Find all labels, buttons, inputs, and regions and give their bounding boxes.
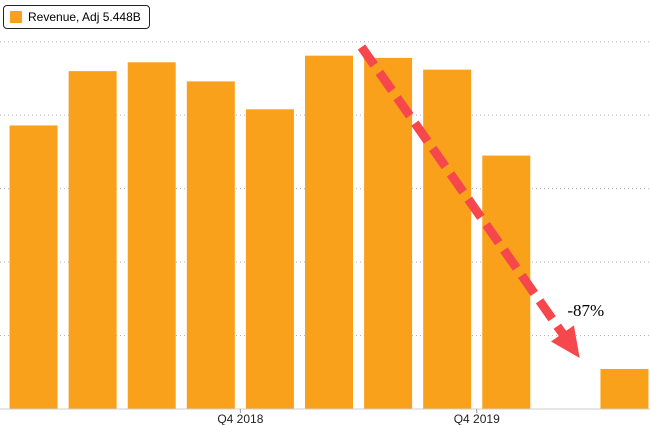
bar-q2-2019 xyxy=(423,69,472,409)
x-axis-ticks: Q4 2018 Q4 2019 xyxy=(217,409,500,425)
legend-label: Revenue, Adj 5.448B xyxy=(28,10,141,24)
legend-swatch xyxy=(10,11,22,23)
legend: Revenue, Adj 5.448B xyxy=(3,5,150,29)
bar-q1-2018 xyxy=(127,62,176,409)
arrow-shaft xyxy=(357,44,570,341)
bar-q3-2018 xyxy=(245,109,294,410)
bars xyxy=(9,55,649,410)
bar-q3-2017 xyxy=(9,125,58,409)
decline-annotation: -87% xyxy=(567,301,604,320)
bar-q1-2019 xyxy=(364,57,413,410)
bar-q2-2018 xyxy=(186,81,235,409)
bar-q1-2020 xyxy=(600,368,649,409)
decline-arrow xyxy=(357,44,580,358)
bar-q4-2017 xyxy=(68,71,117,409)
arrow-head xyxy=(550,325,580,358)
x-tick-label: Q4 2018 xyxy=(217,412,263,425)
bar-q4-2018 xyxy=(305,55,353,410)
x-tick-label: Q4 2019 xyxy=(454,412,500,425)
